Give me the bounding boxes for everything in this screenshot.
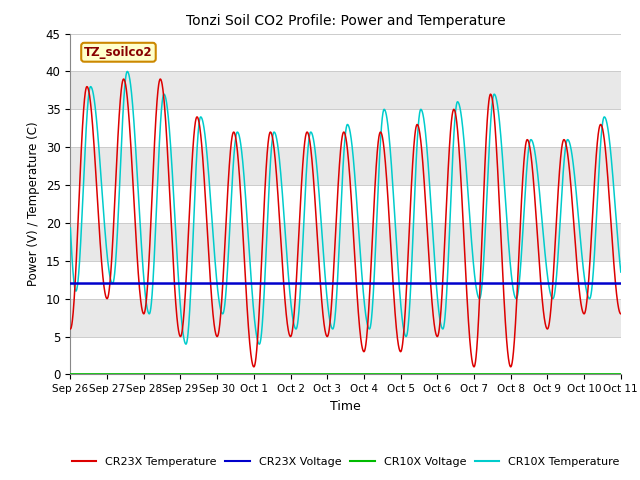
X-axis label: Time: Time (330, 400, 361, 413)
Bar (70, 336, 621, 374)
Legend: CR23X Temperature, CR23X Voltage, CR10X Voltage, CR10X Temperature: CR23X Temperature, CR23X Voltage, CR10X … (67, 452, 624, 471)
Bar (70, 261, 621, 299)
Bar (70, 34, 621, 72)
Bar (70, 185, 621, 223)
Text: TZ_soilco2: TZ_soilco2 (84, 46, 153, 59)
Bar (70, 109, 621, 147)
Title: Tonzi Soil CO2 Profile: Power and Temperature: Tonzi Soil CO2 Profile: Power and Temper… (186, 14, 506, 28)
Y-axis label: Power (V) / Temperature (C): Power (V) / Temperature (C) (28, 122, 40, 286)
